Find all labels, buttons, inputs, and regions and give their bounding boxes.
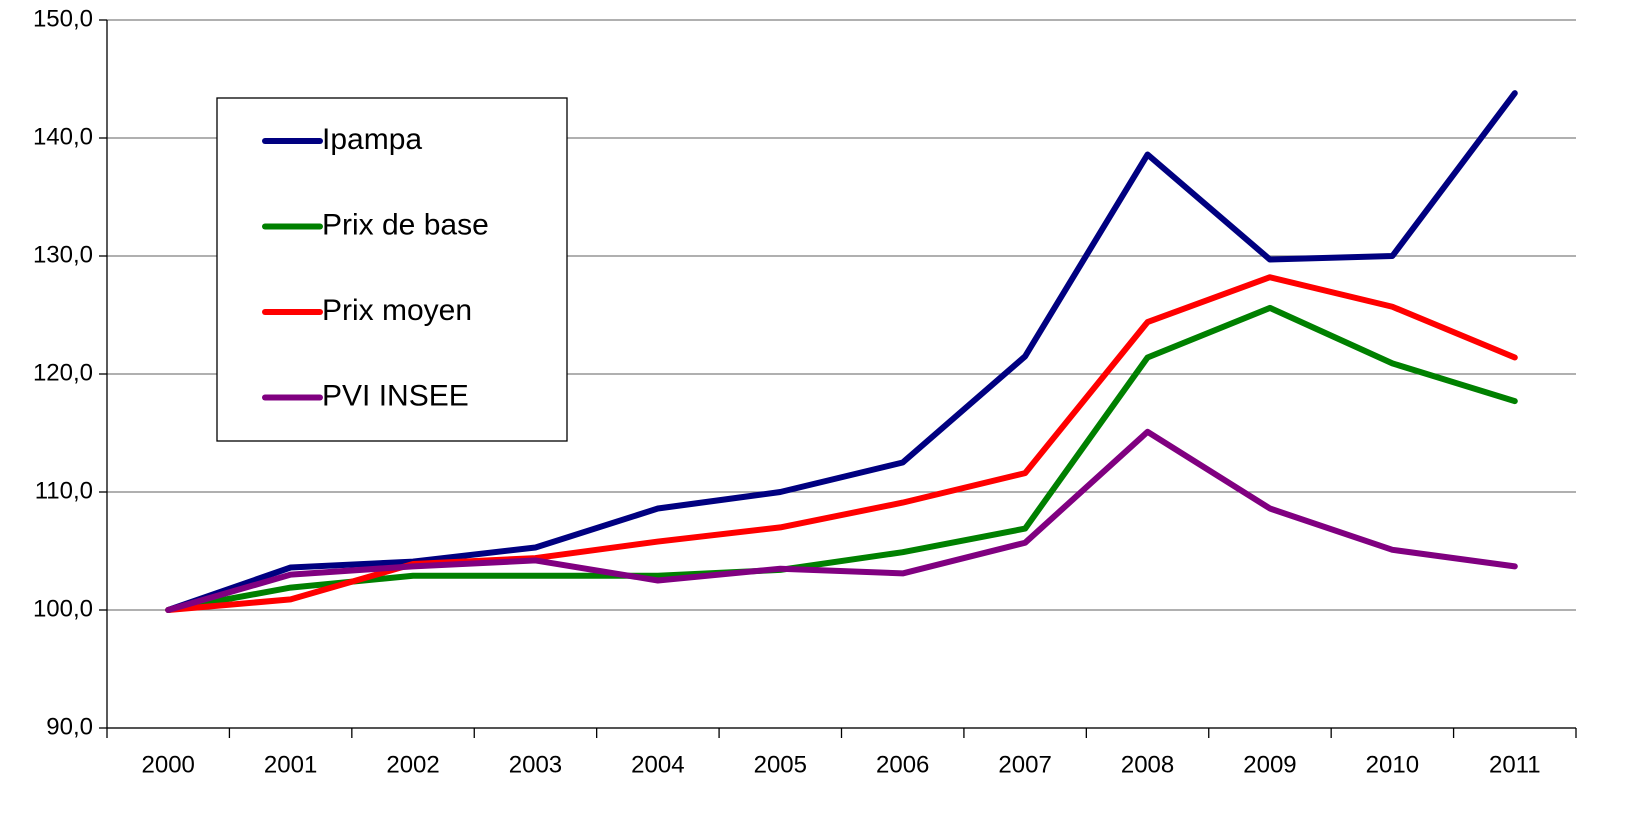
- x-tick-label: 2000: [142, 751, 195, 778]
- legend-label: Ipampa: [322, 123, 422, 156]
- legend-label: Prix de base: [322, 208, 489, 241]
- x-tick-label: 2011: [1489, 751, 1541, 778]
- series-line: [165, 90, 1518, 613]
- y-tick-label: 120,0: [33, 359, 93, 386]
- series-line: [165, 428, 1518, 613]
- x-tick-label: 2004: [631, 751, 684, 778]
- x-tick-label: 2009: [1243, 751, 1296, 778]
- y-tick-label: 150,0: [33, 5, 93, 32]
- legend-box: [216, 97, 568, 442]
- x-tick-label: 2007: [998, 751, 1051, 778]
- x-tick-label: 2010: [1366, 751, 1419, 778]
- y-tick-label: 100,0: [33, 595, 93, 622]
- legend-label: Prix moyen: [322, 294, 472, 327]
- x-tick-label: 2001: [264, 751, 317, 778]
- series-line: [165, 304, 1518, 613]
- x-tick-label: 2002: [386, 751, 439, 778]
- legend: Ipampa Prix de base Prix moyen PVI INSEE: [216, 97, 568, 442]
- y-tick-label: 140,0: [33, 123, 93, 150]
- y-tick-label: 110,0: [35, 477, 93, 504]
- legend-label: PVI INSEE: [322, 379, 469, 412]
- x-tick-label: 2008: [1121, 751, 1174, 778]
- x-tick-label: 2003: [509, 751, 562, 778]
- y-tick-label: 90,0: [46, 713, 93, 740]
- x-tick-label: 2005: [754, 751, 807, 778]
- x-tick-label: 2006: [876, 751, 929, 778]
- y-tick-label: 130,0: [33, 241, 93, 268]
